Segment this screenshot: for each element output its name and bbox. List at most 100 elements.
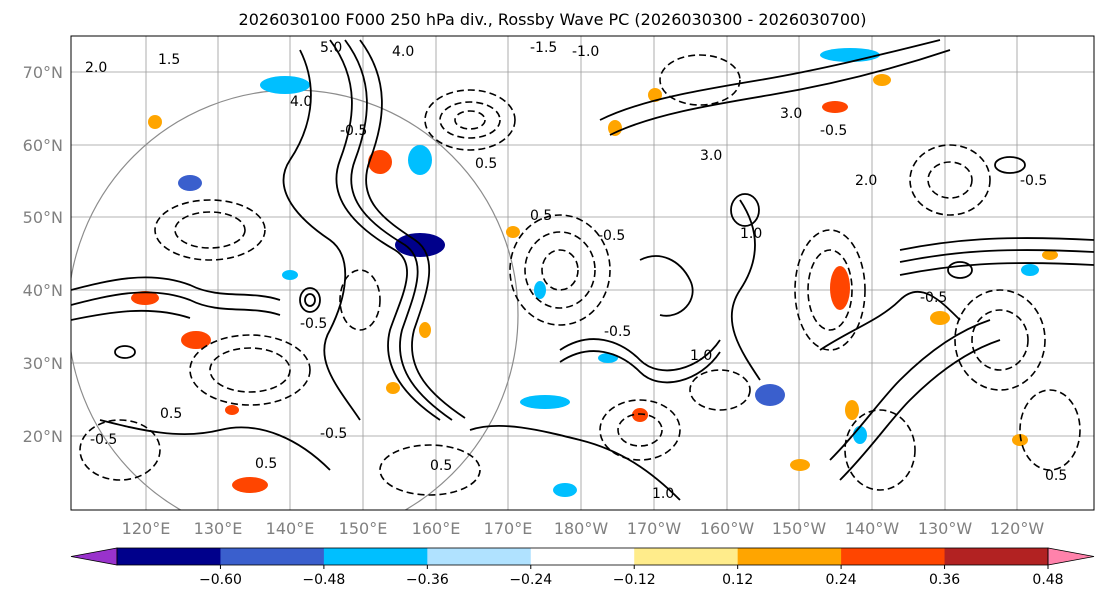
lon-label: 140°W <box>845 519 900 538</box>
shade-patch <box>419 322 431 338</box>
colorbar-tick-label: 0.48 <box>1032 572 1063 588</box>
colorbar-segment <box>634 548 739 565</box>
lon-label: 160°W <box>700 519 755 538</box>
colorbar-tick-label: 0.24 <box>826 572 857 588</box>
contour-line <box>71 276 281 301</box>
contour-line <box>639 255 694 317</box>
shade-patch <box>830 266 850 310</box>
contour-label: 3.0 <box>700 148 722 164</box>
contour-line <box>359 39 466 419</box>
contour-line <box>829 319 991 461</box>
contour-line <box>99 419 331 471</box>
shade-patch <box>930 311 950 325</box>
lon-label: 120°W <box>990 519 1045 538</box>
colorbar-tick-label: −0.12 <box>613 572 656 588</box>
colorbar-tick-label: 0.12 <box>722 572 753 588</box>
shade-patch <box>368 150 392 174</box>
colorbar-segment <box>530 548 635 565</box>
contour-line <box>617 413 663 447</box>
shade-patch <box>822 101 848 113</box>
colorbar-segment <box>737 548 842 565</box>
dashed-contours <box>79 54 1081 496</box>
map-area <box>71 36 1094 510</box>
contour-line <box>927 161 973 199</box>
contour-label: 0.5 <box>1045 468 1067 484</box>
map-frame <box>70 35 1095 511</box>
colorbar-segment <box>117 548 221 565</box>
lon-label: 130°E <box>194 519 243 538</box>
contour-label: 2.0 <box>855 173 877 189</box>
shade-patch <box>408 145 432 175</box>
colorbar-tick-label: −0.60 <box>199 572 242 588</box>
contour-line <box>424 89 516 151</box>
contour-line <box>899 249 1094 263</box>
shade-patch <box>648 88 662 102</box>
colorbar-extend-high <box>1047 547 1095 566</box>
lon-label: 180°W <box>554 519 609 538</box>
colorbar-segment <box>944 548 1049 565</box>
shade-patch <box>282 270 298 280</box>
contour-label: 0.5 <box>475 156 497 172</box>
colorbar-tick-label: 0.36 <box>929 572 960 588</box>
contour-label: -0.5 <box>920 290 947 306</box>
contour-line <box>819 290 961 351</box>
shade-patch <box>506 226 520 238</box>
colorbar-tick-label: −0.48 <box>302 572 345 588</box>
contour-line <box>509 214 611 326</box>
contour-line <box>524 231 596 309</box>
contour-label: 4.0 <box>290 94 312 110</box>
colorbar-segment <box>323 548 428 565</box>
contour-label: 0.5 <box>530 208 552 224</box>
contour-line <box>469 424 681 501</box>
contour-line <box>541 249 579 291</box>
contour-label: 0.5 <box>430 458 452 474</box>
shade-patch <box>853 426 867 444</box>
lon-label: 170°W <box>627 519 682 538</box>
contour-label: -0.5 <box>820 123 847 139</box>
colorbar-segment <box>427 548 532 565</box>
contour-line <box>304 293 316 307</box>
contour-line <box>282 49 361 421</box>
contour-label: -0.5 <box>340 123 367 139</box>
map-title: 2026030100 F000 250 hPa div., Rossby Wav… <box>238 10 867 29</box>
contour-line <box>599 399 681 461</box>
lon-label: 150°E <box>339 519 388 538</box>
contour-line <box>79 419 161 481</box>
shade-patch <box>598 353 618 363</box>
contour-labels: 2.0 1.5 5.0 4.0 -1.5 -1.0 4.0 3.0 3.0 2.… <box>85 40 1067 502</box>
shade-patch <box>1042 250 1058 260</box>
contour-label: 0.5 <box>160 406 182 422</box>
shade-patch <box>553 483 577 497</box>
contour-label: -0.5 <box>598 228 625 244</box>
contour-label: 0.5 <box>255 456 277 472</box>
solid-contours <box>71 39 1094 501</box>
lon-label: 140°E <box>266 519 315 538</box>
contour-line <box>730 199 761 381</box>
contour-line <box>339 269 381 331</box>
lat-label: 40°N <box>23 281 63 300</box>
shade-patch <box>178 175 202 191</box>
shade-patch <box>148 115 162 129</box>
shade-patch <box>820 48 880 62</box>
shade-patch <box>790 459 810 471</box>
lat-label: 20°N <box>23 427 63 446</box>
contour-label: -0.5 <box>90 432 117 448</box>
contour-label: -0.5 <box>320 426 347 442</box>
contour-label: -0.5 <box>604 324 631 340</box>
contour-label: 1.5 <box>158 52 180 68</box>
contour-line <box>971 309 1029 371</box>
contour-label: -0.5 <box>1020 173 1047 189</box>
shade-patch <box>386 382 400 394</box>
shade-patch <box>1021 264 1039 276</box>
contour-line <box>947 261 973 279</box>
contour-label: 1.0 <box>652 486 674 502</box>
lon-label: 120°E <box>122 519 171 538</box>
shade-patch <box>845 400 859 420</box>
shade-patch <box>534 281 546 299</box>
shade-patch <box>520 395 570 409</box>
contour-line <box>114 345 136 359</box>
contour-line <box>439 101 501 139</box>
contour-line <box>954 289 1046 391</box>
shade-patch <box>181 331 211 349</box>
